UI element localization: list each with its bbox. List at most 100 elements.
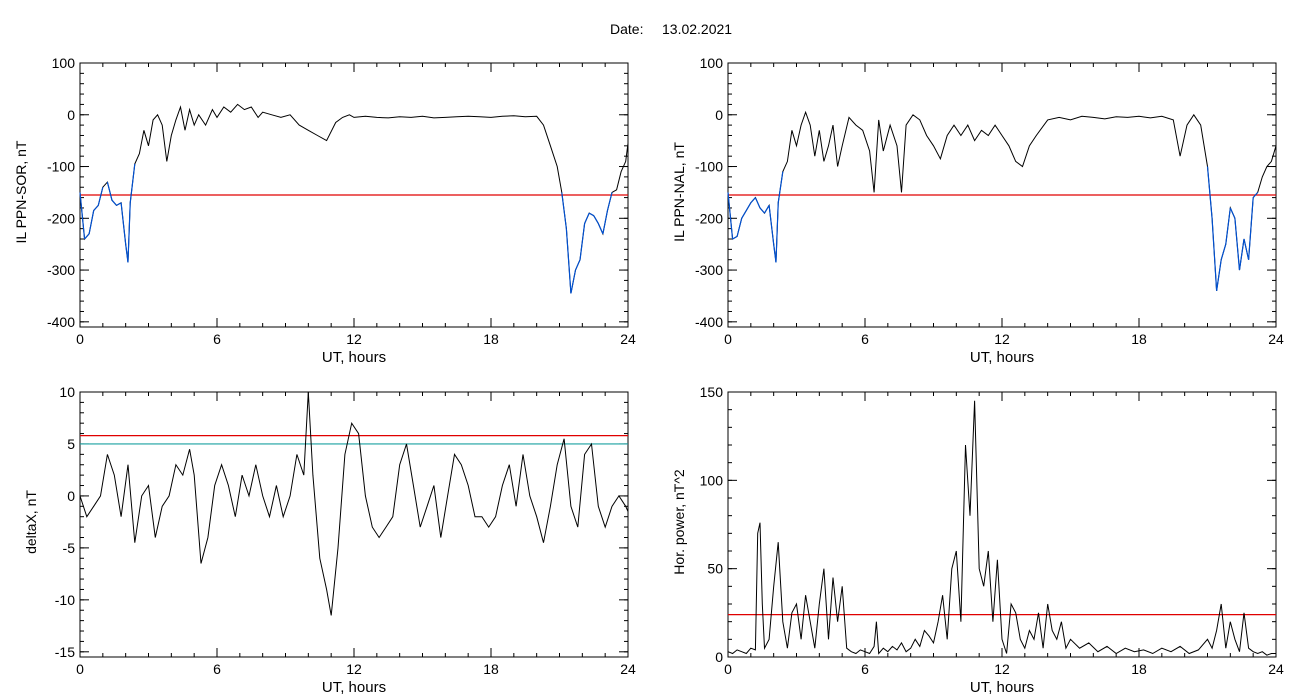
il-nal-highlight-segment — [1225, 207, 1231, 245]
il-nal-highlight-segment — [768, 205, 775, 245]
il-sor-highlight-segment — [561, 192, 567, 229]
il-nal-highlight-segment — [754, 197, 761, 209]
deltax-x-tick-label: 0 — [76, 661, 84, 677]
il-sor-x-tick-label: 18 — [483, 331, 499, 347]
il-nal-y-tick-label: -200 — [695, 210, 723, 226]
panel-deltax: deltaX, nT UT, hours 0 6 12 18 24 10 5 0 -5 -10 -1… — [23, 384, 636, 696]
il-sor-highlight-segment — [111, 199, 117, 206]
il-nal-ylabel: IL PPN-NAL, nT — [671, 142, 687, 242]
il-nal-highlight-segment — [764, 205, 770, 214]
date-label: Date: — [610, 21, 643, 37]
hor-power-x-tick-label: 12 — [994, 661, 1010, 677]
il-nal-highlight-segment — [750, 197, 756, 204]
il-sor-y-tick-label: 0 — [67, 107, 75, 123]
il-nal-y-tick-label: -300 — [695, 262, 723, 278]
il-nal-series-line — [727, 110, 1277, 291]
il-sor-xlabel: UT, hours — [322, 349, 386, 366]
hor-power-plot-frame — [727, 391, 1277, 658]
il-sor-highlight-segment — [606, 192, 613, 211]
il-sor-highlight-segment — [93, 204, 99, 211]
hor-power-x-tick-label: 18 — [1131, 661, 1147, 677]
il-nal-y-tick-label: 0 — [715, 107, 723, 123]
il-sor-y-tick-label: -300 — [47, 262, 75, 278]
hor-power-y-tick-label: 0 — [715, 649, 723, 665]
deltax-y-tick-label: -5 — [63, 540, 76, 556]
il-nal-highlight-segment — [1216, 259, 1222, 291]
il-nal-highlight-segment — [1243, 238, 1250, 260]
hor-power-y-tick-label: 100 — [700, 472, 724, 488]
il-nal-highlight-segment — [736, 218, 743, 237]
il-sor-highlight-segment — [565, 228, 572, 294]
il-sor-highlight-segment — [593, 215, 599, 224]
deltax-y-tick-label: 5 — [67, 436, 75, 452]
il-nal-x-tick-label: 0 — [724, 331, 732, 347]
il-nal-highlight-segment — [1234, 218, 1241, 271]
hor-power-y-tick-label: 50 — [707, 561, 723, 577]
panel-hor-power: Hor. power, nT^2 UT, hours 0 6 12 18 24 150 10… — [671, 384, 1284, 696]
hor-power-xlabel: UT, hours — [970, 679, 1034, 696]
deltax-x-tick-label: 24 — [620, 661, 636, 677]
il-sor-series-line — [79, 103, 629, 294]
il-nal-highlight-segment — [777, 171, 784, 203]
hor-power-x-tick-label: 6 — [861, 661, 869, 677]
il-sor-highlight-segment — [584, 212, 590, 224]
date-value: 13.02.2021 — [662, 21, 732, 37]
deltax-series-line — [79, 391, 629, 616]
il-nal-highlight-segment — [732, 235, 738, 240]
hor-power-x-tick-label: 0 — [724, 661, 732, 677]
il-nal-highlight-segment — [775, 202, 779, 263]
il-nal-highlight-segment — [1252, 192, 1259, 198]
panel-il-nal: IL PPN-NAL, nT UT, hours 0 6 12 18 24 100 0 -10… — [671, 55, 1284, 366]
il-sor-highlight-segment — [116, 202, 122, 206]
il-sor-y-tick-label: 100 — [52, 55, 76, 71]
il-sor-highlight-segment — [570, 269, 577, 294]
il-sor-ylabel: IL PPN-SOR, nT — [13, 140, 29, 243]
il-sor-highlight-segment — [120, 202, 127, 245]
il-sor-highlight-segment — [579, 223, 586, 260]
il-sor-x-tick-label: 12 — [346, 331, 362, 347]
il-nal-highlight-segment — [745, 202, 752, 211]
hor-power-ylabel: Hor. power, nT^2 — [671, 469, 687, 575]
il-nal-y-tick-label: -400 — [695, 314, 723, 330]
il-nal-x-tick-label: 18 — [1131, 331, 1147, 347]
il-sor-highlight-segment — [84, 233, 90, 240]
deltax-x-tick-label: 12 — [346, 661, 362, 677]
il-sor-highlight-segment — [597, 223, 604, 235]
il-sor-highlight-segment — [127, 202, 131, 263]
deltax-plot-frame — [79, 391, 629, 658]
il-nal-highlight-segment — [1229, 207, 1236, 219]
il-sor-y-tick-label: -400 — [47, 314, 75, 330]
il-nal-highlight-segment — [1206, 166, 1213, 219]
il-sor-y-tick-label: -100 — [47, 159, 75, 175]
deltax-y-tick-label: -15 — [55, 644, 75, 660]
il-nal-x-tick-label: 12 — [994, 331, 1010, 347]
il-nal-x-tick-label: 6 — [861, 331, 869, 347]
il-sor-highlight-segment — [602, 210, 609, 234]
panel-il-sor: IL PPN-SOR, nT UT, hours 0 6 12 18 24 100 0 -10… — [13, 55, 636, 366]
deltax-x-tick-label: 6 — [213, 661, 221, 677]
il-nal-xlabel: UT, hours — [970, 349, 1034, 366]
il-sor-x-tick-label: 24 — [620, 331, 636, 347]
il-sor-highlight-segment — [574, 259, 581, 271]
deltax-xlabel: UT, hours — [322, 679, 386, 696]
il-nal-highlight-segment — [1248, 197, 1254, 260]
deltax-ylabel: deltaX, nT — [23, 490, 39, 554]
deltax-y-tick-label: -10 — [55, 592, 75, 608]
il-nal-y-tick-label: -100 — [695, 159, 723, 175]
il-sor-highlight-segment — [79, 192, 86, 240]
hor-power-series-line — [727, 400, 1276, 656]
il-sor-highlight-segment — [129, 163, 136, 203]
il-sor-highlight-segment — [88, 210, 95, 234]
il-sor-highlight-segment — [588, 212, 595, 217]
il-nal-y-tick-label: 100 — [700, 55, 724, 71]
deltax-y-tick-label: 10 — [59, 384, 75, 400]
il-nal-highlight-segment — [741, 210, 747, 219]
il-sor-highlight-segment — [106, 181, 113, 201]
il-sor-x-tick-label: 0 — [76, 331, 84, 347]
il-nal-highlight-segment — [759, 207, 765, 214]
hor-power-x-tick-label: 24 — [1268, 661, 1284, 677]
il-nal-highlight-segment — [1220, 244, 1227, 260]
il-sor-highlight-segment — [97, 187, 104, 206]
il-nal-highlight-segment — [1238, 238, 1245, 271]
